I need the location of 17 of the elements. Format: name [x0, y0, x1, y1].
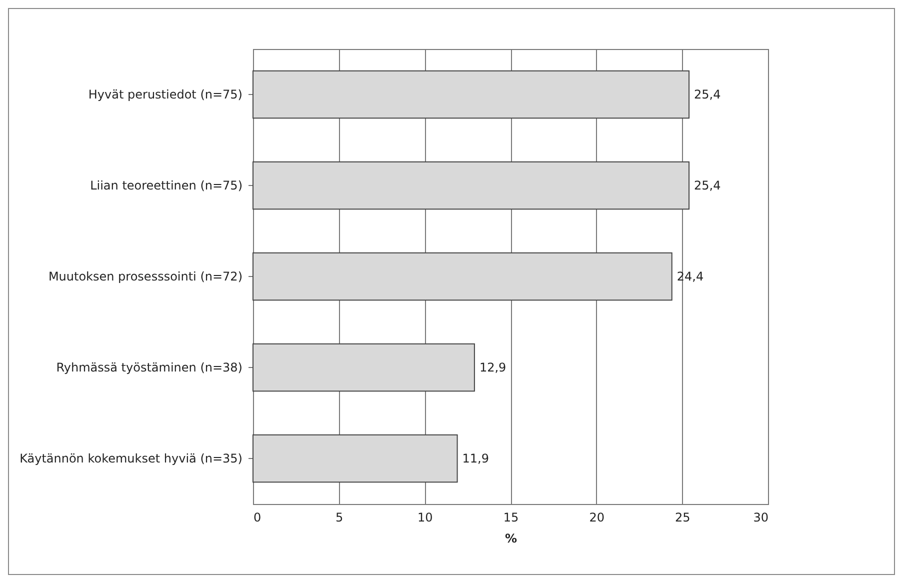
y-tick-label: Käytännön kokemukset hyviä (n=35)	[20, 452, 242, 466]
x-tick-label: 15	[503, 510, 519, 524]
data-label: 25,4	[694, 178, 721, 192]
x-tick-label: 30	[753, 510, 768, 524]
x-tick-label: 0	[254, 510, 262, 524]
y-tick-label: Ryhmässä työstäminen (n=38)	[56, 360, 242, 374]
data-label: 25,4	[694, 88, 721, 102]
y-tick-label: Muutoksen prosesssointi (n=72)	[48, 270, 242, 284]
data-label: 11,9	[462, 452, 489, 466]
y-tick-label: Liian teoreettinen (n=75)	[90, 178, 242, 192]
x-tick-label: 25	[675, 510, 690, 524]
data-label: 12,9	[479, 360, 506, 374]
x-tick-label: 20	[589, 510, 604, 524]
x-tick-label: 5	[336, 510, 344, 524]
x-axis-title: %	[504, 532, 518, 546]
x-tick-label: 10	[418, 510, 433, 524]
y-tick-label: Hyvät perustiedot (n=75)	[88, 88, 242, 102]
